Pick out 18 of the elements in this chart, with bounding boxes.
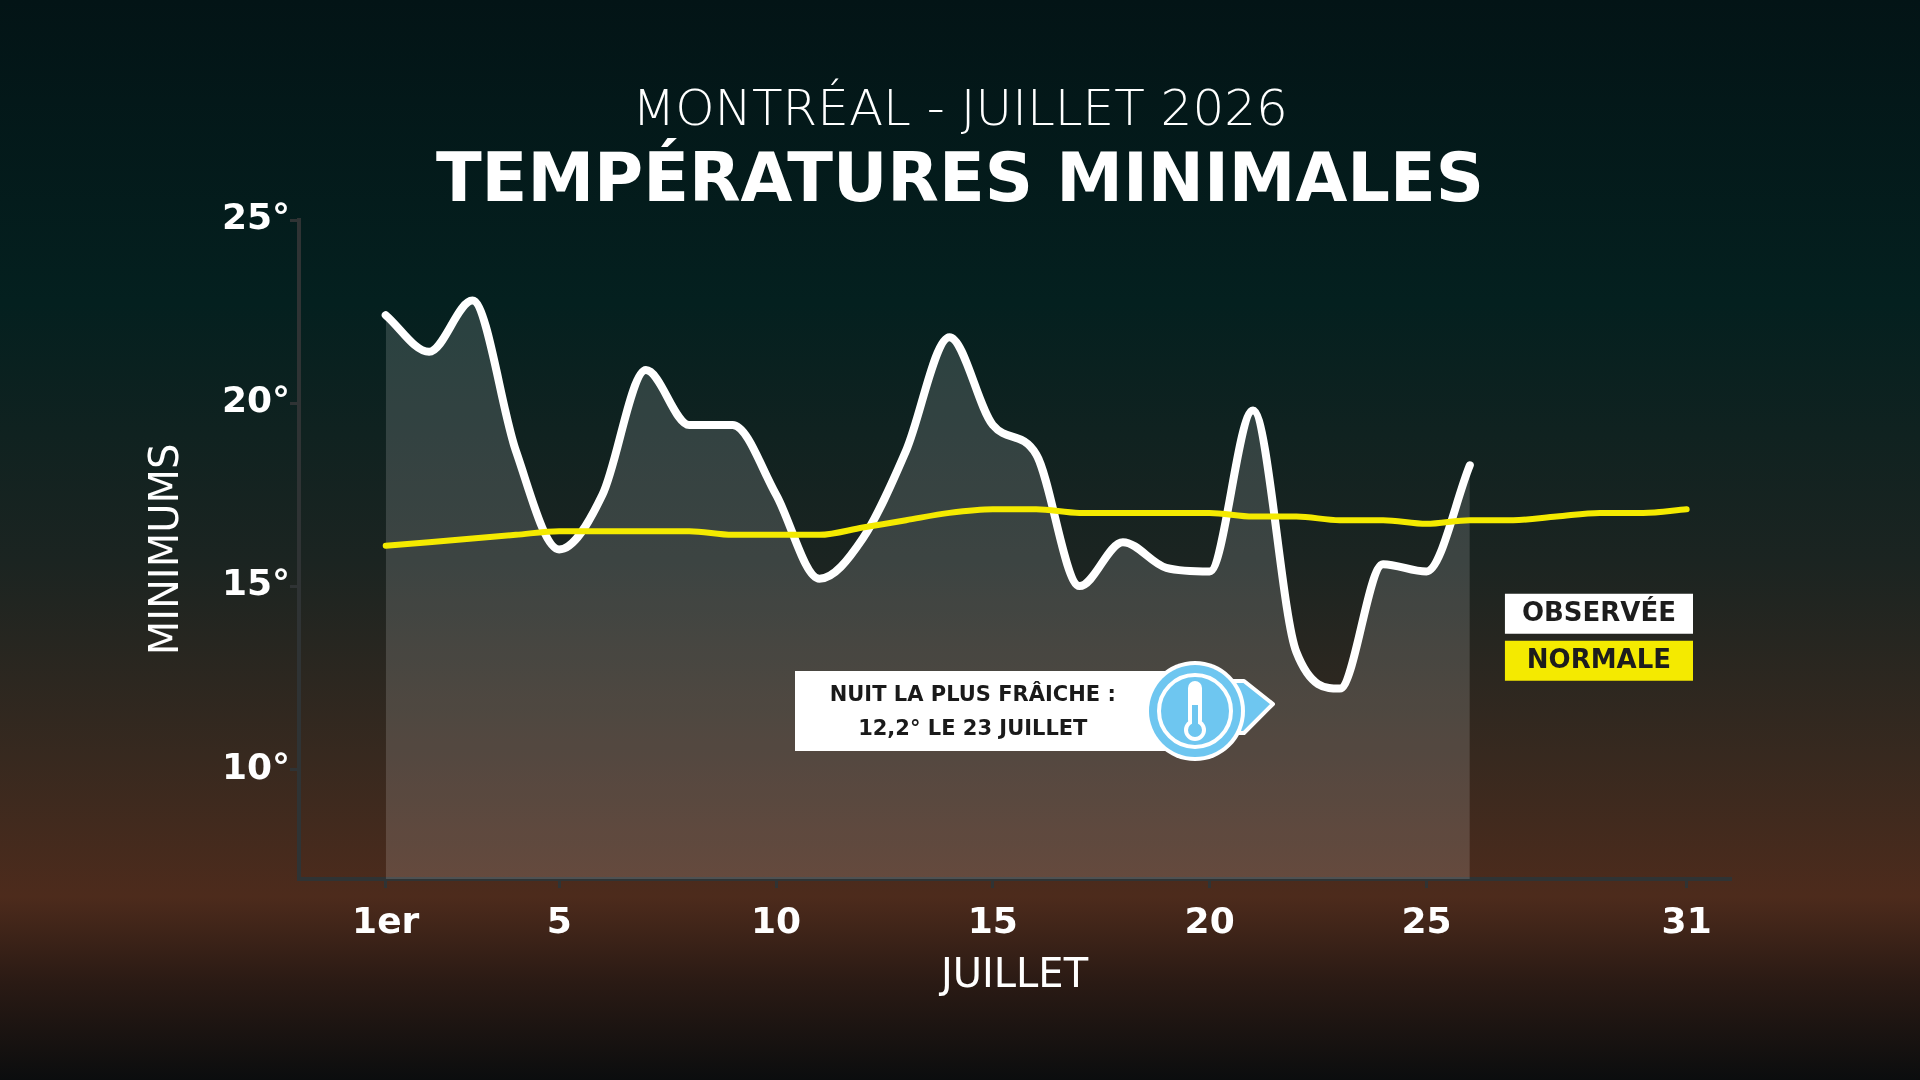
y-tick-label: 20° — [221, 379, 290, 421]
x-tick-label: 5 — [546, 899, 572, 941]
y-tick-label: 10° — [221, 745, 290, 787]
x-tick-label: 25 — [1401, 899, 1452, 941]
x-axis-title: JUILLET — [937, 950, 1089, 997]
text: NORMALE — [1526, 644, 1672, 675]
text: OBSERVÉE — [1521, 596, 1676, 628]
y-axis-title: MINIMUMS — [141, 443, 188, 656]
x-tick-label: 15 — [967, 899, 1018, 941]
y-tick-label: 25° — [221, 196, 290, 238]
annotation: NUIT LA PLUS FRÂICHE : 12,2° LE 23 JUILLET — [829, 680, 1116, 742]
chart-subtitle: MONTRÉAL - JUILLET 2026 — [631, 79, 1289, 137]
x-tick-label: 10 — [750, 899, 802, 941]
y-tick-label: 15° — [221, 562, 290, 604]
chart-title: TEMPÉRATURES MINIMALES — [435, 139, 1485, 217]
x-tick-label: 31 — [1661, 899, 1712, 941]
x-tick-label: 1er — [352, 899, 420, 941]
x-tick-label: 20 — [1184, 899, 1235, 941]
